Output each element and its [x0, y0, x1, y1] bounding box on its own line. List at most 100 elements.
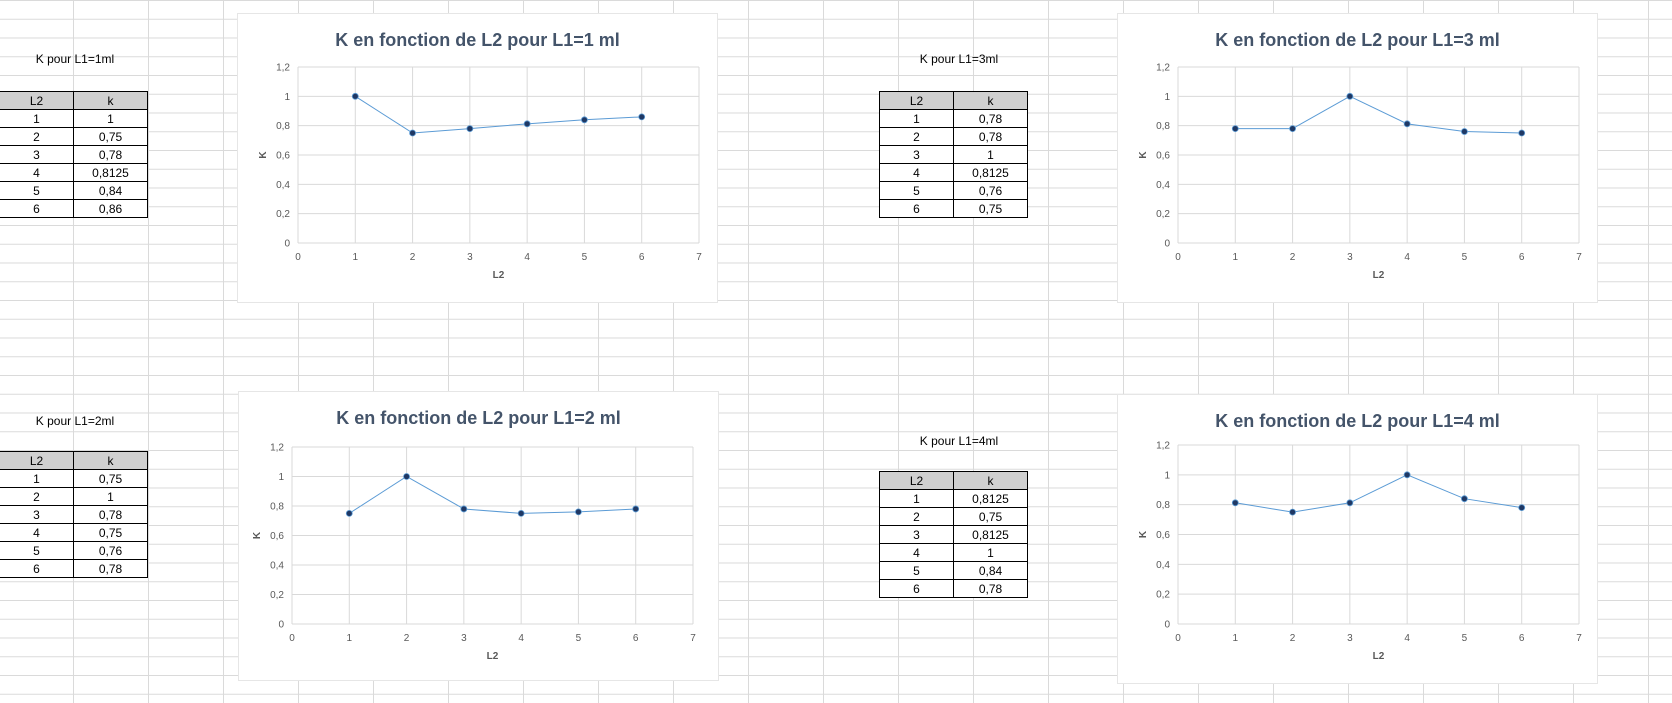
cell-k[interactable]: 0,8125: [73, 163, 148, 182]
chart-l1-2[interactable]: K en fonction de L2 pour L1=2 ml 0 1 2 3 4 5 6…: [238, 391, 719, 681]
cell-l2[interactable]: 4: [879, 543, 954, 562]
chart-l1-3[interactable]: K en fonction de L2 pour L1=3 ml 0 1 2 3 4 5 6…: [1117, 13, 1598, 303]
data-point: [1346, 499, 1354, 507]
cell-l2[interactable]: 2: [879, 507, 954, 526]
x-tick-label: 7: [690, 633, 696, 644]
chart-title: K en fonction de L2 pour L1=3 ml: [1215, 30, 1500, 50]
cell-k[interactable]: 0,84: [73, 181, 148, 200]
table-row: 5 0,84: [0, 181, 148, 200]
cell-k[interactable]: 0,78: [73, 505, 148, 524]
x-tick-label: 4: [524, 252, 530, 263]
data-point: [1231, 499, 1239, 507]
cell-l2[interactable]: 1: [879, 489, 954, 508]
x-tick-label: 6: [639, 252, 645, 263]
cell-l2[interactable]: 4: [0, 523, 74, 542]
cell-l2[interactable]: 4: [879, 163, 954, 182]
cell-k[interactable]: 1: [953, 543, 1028, 562]
y-axis-label: K: [258, 151, 269, 159]
cell-k[interactable]: 0,76: [953, 181, 1028, 200]
x-tick-label: 7: [1576, 633, 1582, 644]
cell-k[interactable]: 0,78: [953, 127, 1028, 146]
cell-l2[interactable]: 2: [879, 127, 954, 146]
x-tick-label: 3: [467, 252, 473, 263]
cell-l2[interactable]: 6: [879, 199, 954, 218]
header-cell-l2: L2: [0, 451, 74, 470]
cell-k[interactable]: 0,75: [73, 127, 148, 146]
x-tick-label: 7: [1576, 252, 1582, 263]
data-point: [575, 508, 582, 516]
cell-l2[interactable]: 5: [879, 561, 954, 580]
cell-l2[interactable]: 1: [0, 109, 74, 128]
cell-k[interactable]: 0,75: [953, 199, 1028, 218]
x-tick-label: 6: [1519, 252, 1525, 263]
cell-k[interactable]: 0,78: [73, 145, 148, 164]
cell-l2[interactable]: 6: [0, 199, 74, 218]
cell-k[interactable]: 0,8125: [953, 489, 1028, 508]
data-point: [351, 92, 359, 100]
chart-title: K en fonction de L2 pour L1=2 ml: [336, 408, 621, 428]
cell-k[interactable]: 0,75: [73, 469, 148, 488]
cell-k[interactable]: 0,75: [73, 523, 148, 542]
cell-l2[interactable]: 5: [0, 181, 74, 200]
cell-k[interactable]: 0,86: [73, 199, 148, 218]
table-row: 3 0,8125: [879, 525, 1028, 544]
header-cell-l2: L2: [879, 471, 954, 490]
chart-l1-1[interactable]: K en fonction de L2 pour L1=1 ml 0 1 2 3 4 5 6…: [237, 13, 718, 303]
cell-k[interactable]: 0,75: [953, 507, 1028, 526]
data-point: [523, 120, 531, 128]
x-tick-label: 0: [295, 252, 301, 263]
cell-k[interactable]: 0,78: [953, 109, 1028, 128]
x-tick-label: 1: [353, 252, 359, 263]
x-tick-label: 3: [461, 633, 467, 644]
series-line: [1235, 474, 1522, 513]
cell-l2[interactable]: 2: [0, 487, 74, 506]
cell-l2[interactable]: 4: [0, 163, 74, 182]
y-axis-label: K: [252, 531, 263, 539]
cell-l2[interactable]: 3: [879, 145, 954, 164]
y-tick-label: 0,6: [270, 531, 284, 542]
cell-k[interactable]: 1: [953, 145, 1028, 164]
y-tick-label: 0,8: [1156, 121, 1170, 132]
cell-k[interactable]: 0,84: [953, 561, 1028, 580]
table-row: 6 0,78: [0, 559, 148, 578]
table-row: 5 0,76: [879, 181, 1028, 200]
cell-k[interactable]: 1: [73, 109, 148, 128]
chart-plot: 0 1 2 3 4 5 6 7 0 0,2 0,4 0,6 0,8 1 1,2 L2 K: [258, 63, 702, 282]
y-tick-label: 0,4: [270, 561, 284, 572]
cell-l2[interactable]: 5: [879, 181, 954, 200]
x-tick-label: 2: [1290, 252, 1296, 263]
table-header-row: L2 k: [879, 471, 1028, 490]
cell-l2[interactable]: 1: [0, 469, 74, 488]
cell-l2[interactable]: 2: [0, 127, 74, 146]
y-tick-label: 0,8: [276, 121, 290, 132]
table-row: 2 0,75: [879, 507, 1028, 526]
cell-k[interactable]: 0,78: [953, 579, 1028, 598]
table-row: 4 0,8125: [879, 163, 1028, 182]
y-tick-label: 1: [278, 472, 284, 483]
x-tick-label: 1: [1233, 252, 1239, 263]
cell-k[interactable]: 0,8125: [953, 163, 1028, 182]
x-tick-label: 4: [1404, 633, 1410, 644]
data-point: [1403, 120, 1411, 128]
cell-k[interactable]: 0,76: [73, 541, 148, 560]
chart-l1-4[interactable]: K en fonction de L2 pour L1=4 ml 0 1 2 3 4 5 6…: [1117, 394, 1598, 684]
cell-k[interactable]: 0,8125: [953, 525, 1028, 544]
cell-l2[interactable]: 3: [0, 145, 74, 164]
cell-l2[interactable]: 3: [0, 505, 74, 524]
x-axis-label: L2: [487, 651, 499, 662]
y-tick-label: 0: [284, 239, 290, 250]
y-tick-label: 0,4: [1156, 560, 1170, 571]
cell-l2[interactable]: 5: [0, 541, 74, 560]
cell-k[interactable]: 1: [73, 487, 148, 506]
cell-l2[interactable]: 3: [879, 525, 954, 544]
y-tick-label: 1: [284, 92, 290, 103]
y-tick-label: 1,2: [276, 63, 290, 74]
data-point: [460, 505, 468, 513]
header-cell-l2: L2: [0, 91, 74, 110]
cell-k[interactable]: 0,78: [73, 559, 148, 578]
cell-l2[interactable]: 6: [0, 559, 74, 578]
cell-l2[interactable]: 1: [879, 109, 954, 128]
cell-l2[interactable]: 6: [879, 579, 954, 598]
